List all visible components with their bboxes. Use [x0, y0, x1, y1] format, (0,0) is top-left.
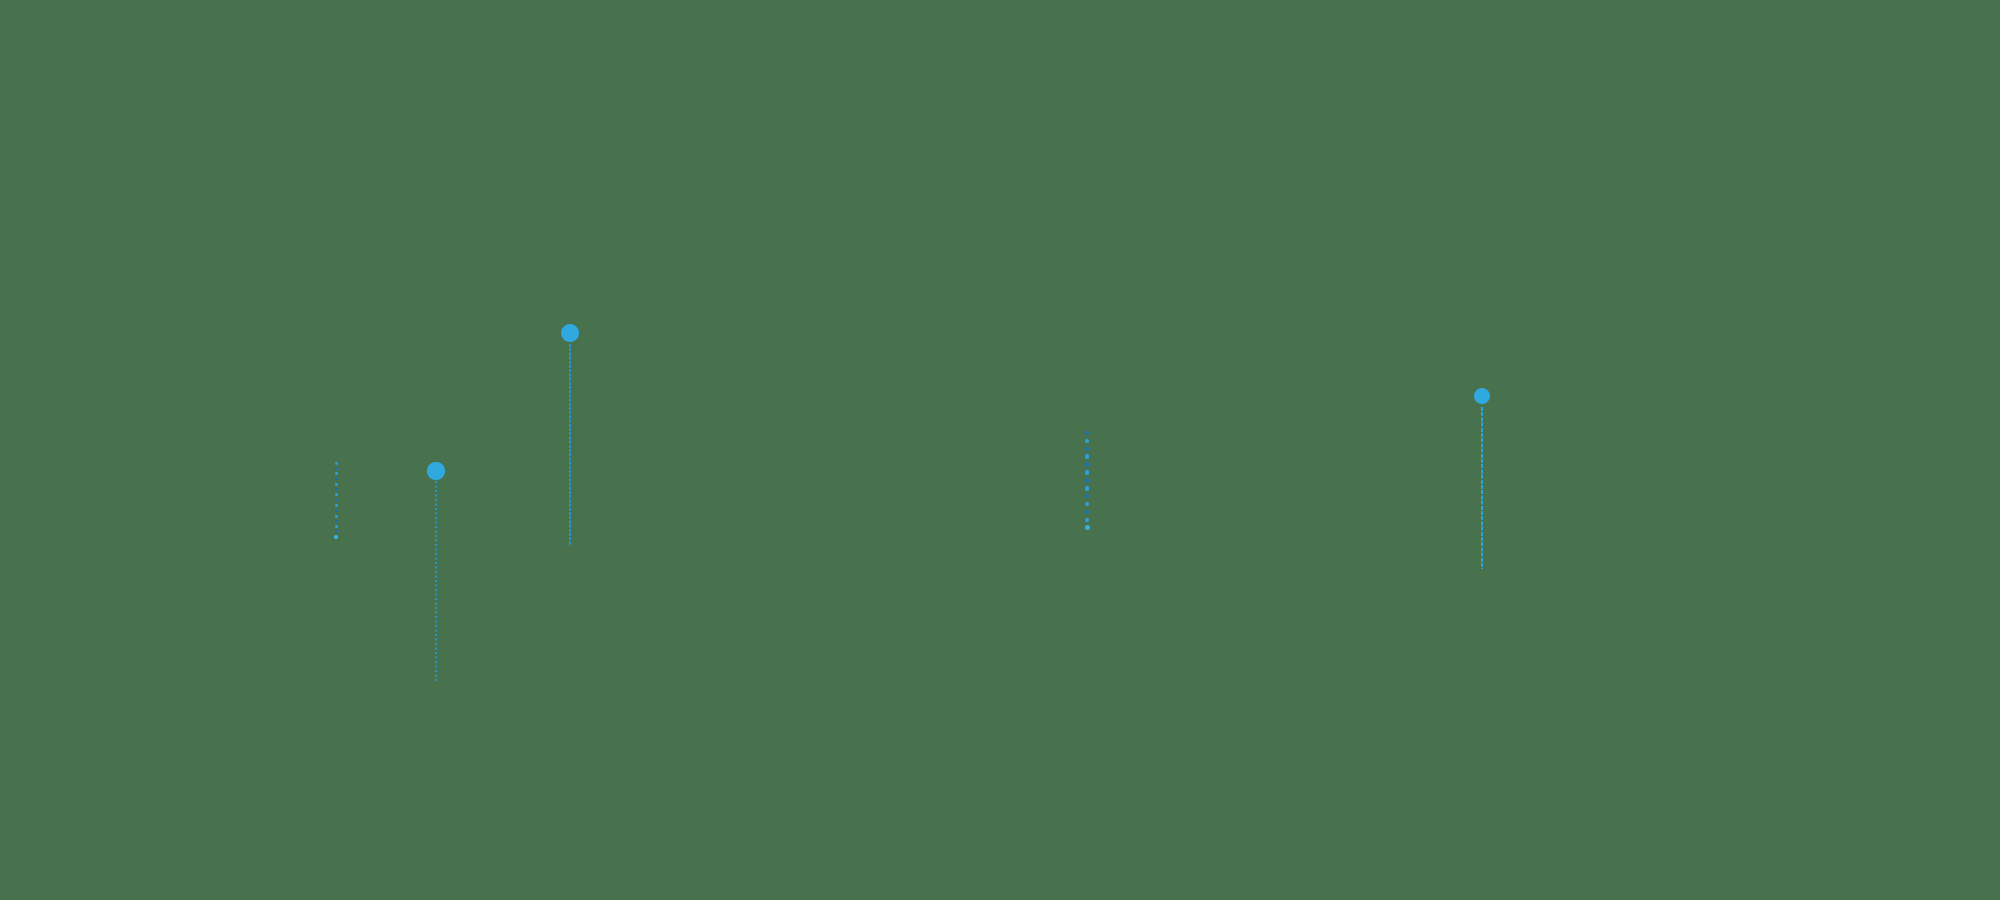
- dot-trail-mid-right-dot: [1084, 438, 1090, 444]
- dot-trail-mid-right-dot: [1084, 446, 1090, 452]
- dot-trail-mid-right-dot: [1084, 486, 1090, 491]
- dot-trail-left-dot: [334, 509, 338, 513]
- dot-trail-left-dot: [334, 488, 338, 491]
- dot-trail-left-dot: [334, 498, 338, 502]
- dot-trail-mid-right-dot: [1084, 509, 1090, 515]
- lollipop-mid-left-head: [560, 323, 580, 343]
- dot-trail-left-dot: [334, 461, 338, 465]
- lollipop-left-trail: [435, 481, 437, 683]
- dot-trail-left-dot: [334, 477, 338, 481]
- dot-trail-mid-right-dot: [1084, 501, 1090, 507]
- dot-trail-mid-right-dot: [1084, 493, 1090, 499]
- dot-trail-left-dot: [334, 493, 338, 497]
- lollipop-left-head: [427, 462, 445, 480]
- dot-trail-mid-right-dot: [1084, 462, 1090, 467]
- dot-trail-mid-right-dot: [1084, 470, 1090, 475]
- dot-trail-left-dot: [334, 535, 338, 540]
- dot-trail-mid-right-dot: [1084, 517, 1090, 523]
- dot-trail-left-dot: [334, 525, 338, 529]
- dot-trail-mid-right-dot: [1084, 478, 1090, 483]
- lollipop-right-trail: [1481, 407, 1483, 569]
- dot-trail-mid-right-dot: [1084, 430, 1090, 436]
- dot-trail-left-dot: [334, 503, 338, 507]
- dot-trail-left-dot: [334, 482, 338, 486]
- dot-trail-left-dot: [334, 519, 338, 523]
- dot-trail-left-dot: [334, 472, 338, 476]
- dot-trail-left-dot: [334, 466, 338, 470]
- dot-trail-left-dot: [334, 514, 338, 518]
- lollipop-mid-left-trail: [569, 344, 571, 546]
- lollipop-right-head: [1474, 388, 1490, 404]
- dot-trail-left-dot: [334, 530, 338, 534]
- dot-trail-mid-right-dot: [1084, 454, 1090, 459]
- dot-trail-mid-right-dot: [1084, 525, 1090, 531]
